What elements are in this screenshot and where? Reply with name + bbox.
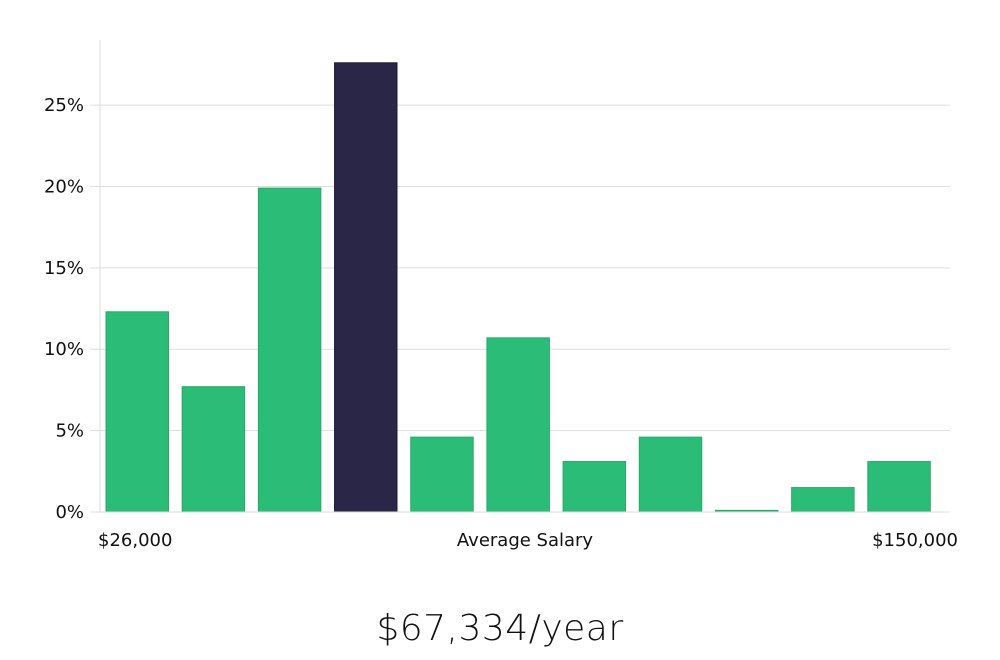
bar — [181, 386, 246, 513]
x-axis-title: Average Salary — [457, 530, 594, 551]
grid-lines — [90, 104, 950, 432]
y-tick-label: 10% — [44, 339, 84, 360]
bar — [638, 436, 703, 513]
bars — [105, 62, 931, 513]
y-tick-label: 20% — [44, 176, 84, 197]
salary-histogram: 0%5%10%15%20%25% $26,000 Average Salary … — [44, 40, 958, 551]
bar — [562, 461, 627, 513]
y-tick-label: 5% — [55, 421, 84, 442]
y-tick-label: 15% — [44, 258, 84, 279]
bar — [257, 187, 322, 513]
y-tick-labels: 0% 5% 10% 15% 20% 25% — [44, 95, 84, 523]
bar — [867, 461, 931, 513]
bar — [486, 337, 550, 513]
bar — [791, 487, 855, 513]
bar — [410, 436, 474, 513]
average-salary-value: $67,334/year — [376, 608, 624, 649]
x-max-label: $150,000 — [872, 530, 958, 551]
bar-highlighted — [334, 62, 398, 513]
bar — [105, 311, 169, 513]
y-tick-label: 0% — [55, 502, 84, 523]
y-tick-label: 25% — [44, 95, 84, 116]
x-min-label: $26,000 — [98, 530, 172, 551]
